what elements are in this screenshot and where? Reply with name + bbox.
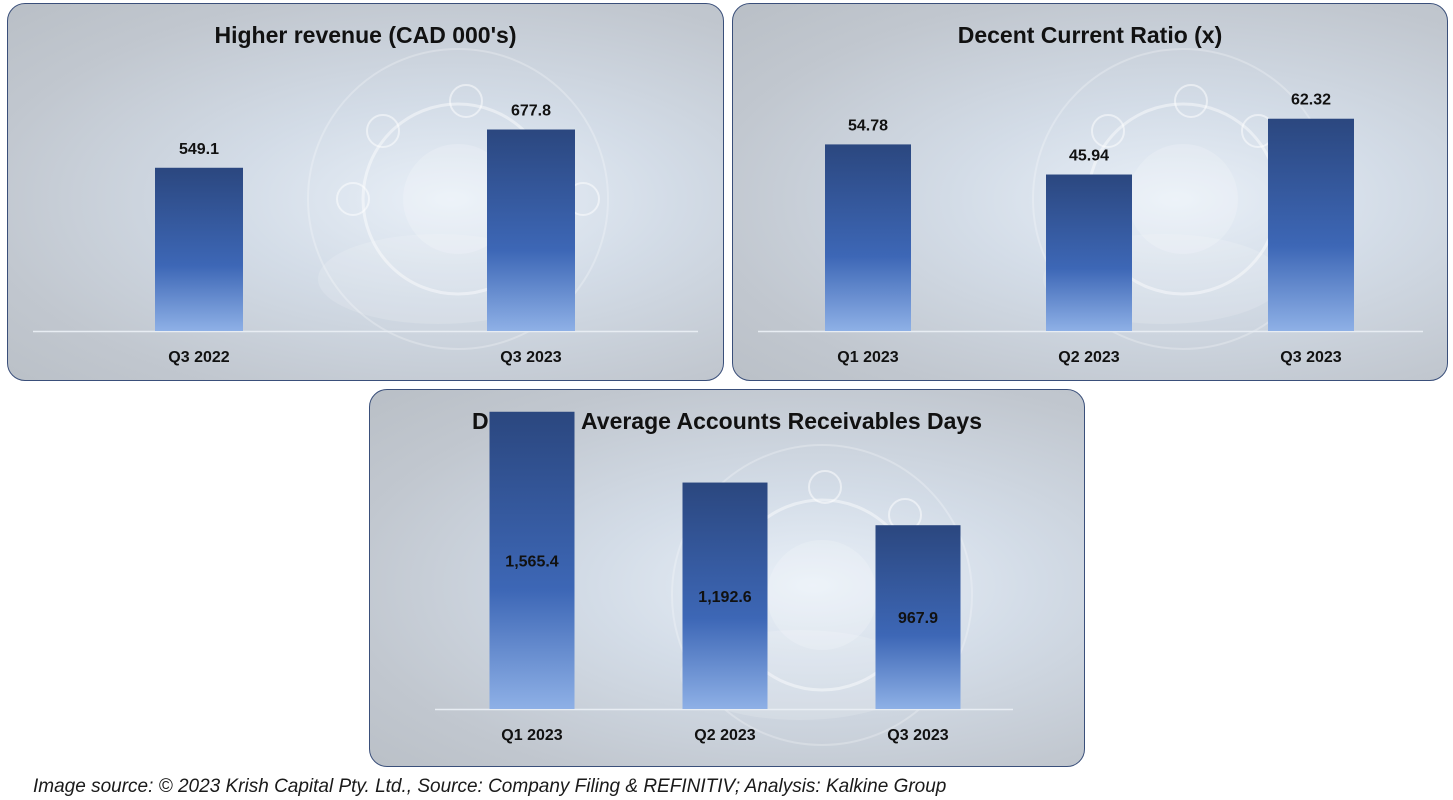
- data-label: 1,565.4: [505, 553, 558, 570]
- x-tick-label: Q2 2023: [1058, 349, 1119, 366]
- x-tick-label: Q1 2023: [837, 349, 898, 366]
- data-label: 549.1: [179, 141, 219, 158]
- bar-q3-2023: [487, 129, 575, 331]
- bar-q1-2023: [489, 411, 575, 709]
- bar-q1-2023: [825, 144, 911, 331]
- x-tick-label: Q1 2023: [501, 727, 562, 744]
- bar-q2-2023: [1046, 174, 1132, 331]
- bar-q2-2023: [682, 482, 768, 709]
- bar-q3-2023: [1268, 118, 1354, 331]
- data-label: 45.94: [1069, 148, 1109, 165]
- x-tick-label: Q3 2023: [500, 349, 561, 366]
- bar-q3-2023: [875, 525, 961, 709]
- chart-title: Higher revenue (CAD 000's): [214, 22, 517, 48]
- data-label: 967.9: [898, 610, 938, 627]
- x-tick-label: Q3 2023: [887, 727, 948, 744]
- data-label: 62.32: [1291, 92, 1331, 109]
- revenue-bar-chart: 549.1 Q3 2022 677.8 Q3 2023: [33, 103, 698, 366]
- receivable-days-bar-chart: 1,565.4 Q1 2023 1,192.6 Q2 2023 967.9 Q3 2023: [435, 411, 1013, 744]
- x-tick-label: Q2 2023: [694, 727, 755, 744]
- current-ratio-chart-panel: Decent Current Ratio (x) 54.78 Q1 2023 45.…: [732, 3, 1448, 381]
- data-label: 677.8: [511, 103, 551, 120]
- bar-q3-2022: [155, 167, 243, 331]
- current-ratio-bar-chart: 54.78 Q1 2023 45.94 Q2 2023 62.32 Q3 2023: [758, 92, 1423, 366]
- data-label: 1,192.6: [698, 589, 751, 606]
- image-source-caption: Image source: © 2023 Krish Capital Pty. …: [33, 776, 947, 797]
- x-tick-label: Q3 2023: [1280, 349, 1341, 366]
- data-label: 54.78: [848, 117, 888, 134]
- revenue-chart-panel: Higher revenue (CAD 000's) 549.1 Q3 2022 6…: [7, 3, 724, 381]
- chart-title: Decent Current Ratio (x): [957, 22, 1223, 48]
- receivable-days-chart-panel: Declining Average Accounts Receivables D…: [369, 389, 1085, 767]
- x-tick-label: Q3 2022: [168, 349, 229, 366]
